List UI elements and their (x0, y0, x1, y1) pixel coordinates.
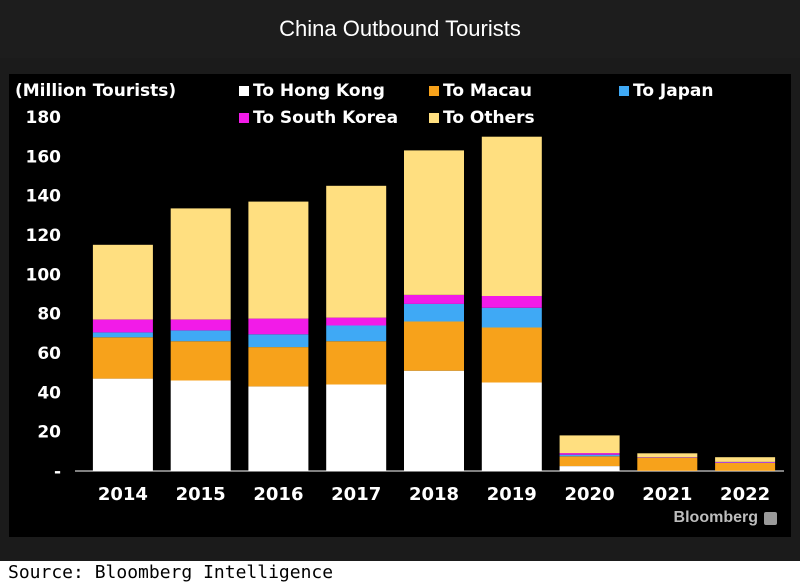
y-tick-label-0: - (54, 462, 61, 482)
bar-2017-japan (326, 325, 387, 342)
bar-2016-japan (248, 334, 309, 348)
bar-2016-hong_kong (248, 386, 309, 471)
legend-label-south-korea: To South Korea (253, 108, 399, 128)
y-tick-label-4: 80 (37, 305, 61, 325)
y-tick-label-2: 40 (37, 383, 61, 403)
x-tick-label-2022: 2022 (720, 484, 770, 505)
bar-2014-macau (92, 337, 153, 379)
bloomberg-brand: Bloomberg (674, 509, 777, 527)
x-tick-label-2020: 2020 (565, 484, 615, 505)
source-text: Source: Bloomberg Intelligence (8, 562, 334, 583)
bar-2021-macau (637, 458, 698, 471)
bar-2018-south_korea (404, 295, 464, 304)
bar-2020-south_korea (559, 453, 620, 455)
x-tick-label-2021: 2021 (642, 484, 692, 505)
bar-2014-south_korea (92, 319, 153, 333)
bar-2022-macau (715, 462, 776, 471)
bar-2019-south_korea (481, 296, 542, 308)
legend-label-others: To Others (443, 108, 535, 128)
legend-item-hong-kong: To Hong Kong (239, 81, 385, 101)
bar-2017-macau (326, 341, 387, 385)
bar-2022-south_korea (715, 462, 776, 463)
x-tick-label-2017: 2017 (331, 484, 381, 505)
bar-2018-japan (404, 303, 464, 322)
legend-item-south-korea: To South Korea (239, 108, 398, 128)
bar-2015-japan (170, 330, 231, 342)
bar-2017-south_korea (326, 317, 387, 326)
bar-2015-macau (170, 341, 231, 381)
bar-2016-others (248, 201, 309, 319)
bar-2019-macau (481, 327, 542, 383)
legend-item-japan: To Japan (619, 81, 713, 101)
title-bar: China Outbound Tourists (0, 0, 800, 58)
bar-2020-hong_kong (559, 466, 620, 471)
bar-2016-south_korea (248, 318, 309, 335)
bar-2015-hong_kong (170, 380, 231, 471)
bar-2022-others (715, 457, 776, 462)
legend-item-others: To Others (429, 108, 535, 128)
y-tick-label-6: 120 (26, 226, 62, 246)
bar-2018-macau (404, 321, 464, 371)
bar-2016-macau (248, 347, 309, 387)
legend-swatch-hong-kong (239, 86, 249, 96)
legend-label-hong-kong: To Hong Kong (253, 81, 385, 101)
x-tick-label-2016: 2016 (253, 484, 303, 505)
y-axis-unit-label: (Million Tourists) (15, 81, 177, 101)
legend-swatch-others (429, 113, 439, 123)
x-tick-label-2014: 2014 (98, 484, 148, 505)
brand-label: Bloomberg (673, 509, 758, 526)
bloomberg-logo-icon (764, 511, 777, 525)
bar-2014-japan (92, 332, 153, 338)
bar-2020-macau (559, 456, 620, 467)
bar-2017-hong_kong (326, 384, 387, 471)
y-tick-label-1: 20 (37, 423, 61, 443)
chart-panel: (Million Tourists) To Hong Kong To Macau… (9, 74, 791, 537)
y-tick-label-7: 140 (26, 187, 62, 207)
legend-label-japan: To Japan (633, 81, 714, 101)
bar-2019-hong_kong (481, 382, 542, 471)
bar-2021-others (637, 453, 698, 458)
bar-2018-hong_kong (404, 370, 464, 471)
chart-plot: - 20 40 60 80 100 120 140 160 180 2014 2015 2016 2017… (26, 108, 784, 505)
x-tick-label-2019: 2019 (487, 484, 537, 505)
x-tick-label-2015: 2015 (176, 484, 226, 505)
bar-2019-japan (481, 307, 542, 328)
y-tick-label-8: 160 (26, 147, 62, 167)
legend-swatch-south-korea (239, 113, 249, 123)
bar-2020-others (559, 435, 620, 454)
bar-2014-hong_kong (92, 378, 153, 471)
legend-swatch-macau (429, 86, 439, 96)
bar-2017-others (326, 185, 387, 318)
bar-2018-others (404, 150, 464, 295)
bar-2020-japan (559, 454, 620, 457)
y-tick-label-5: 100 (26, 265, 62, 285)
x-tick-label-2018: 2018 (409, 484, 459, 505)
y-tick-label-3: 60 (37, 344, 61, 364)
y-tick-label-9: 180 (26, 108, 62, 128)
bar-2015-south_korea (170, 319, 231, 331)
legend-swatch-japan (619, 86, 629, 96)
bar-2015-others (170, 208, 231, 320)
legend-item-macau: To Macau (429, 81, 532, 101)
chart-title: China Outbound Tourists (279, 16, 521, 41)
bar-2014-others (92, 244, 153, 320)
source-bar: Source: Bloomberg Intelligence (0, 561, 800, 585)
bar-2019-others (481, 136, 542, 296)
legend-label-macau: To Macau (443, 81, 532, 101)
